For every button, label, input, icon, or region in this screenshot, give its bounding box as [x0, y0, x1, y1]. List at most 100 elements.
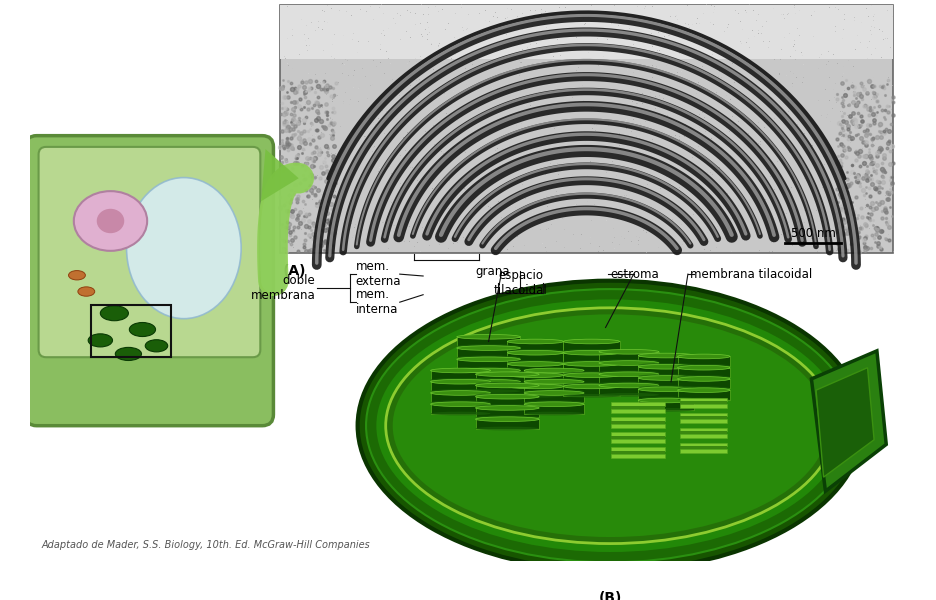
Bar — [431, 393, 490, 403]
Ellipse shape — [637, 408, 694, 412]
Bar — [680, 446, 726, 449]
Ellipse shape — [431, 368, 490, 373]
Bar — [457, 337, 519, 346]
Bar — [610, 417, 665, 421]
Bar — [610, 409, 665, 413]
Bar — [280, 5, 892, 59]
Ellipse shape — [523, 389, 583, 393]
Ellipse shape — [677, 398, 729, 401]
Text: doble
membrana: doble membrana — [251, 274, 315, 302]
Ellipse shape — [563, 362, 619, 366]
Bar — [563, 364, 619, 373]
Ellipse shape — [637, 387, 694, 392]
Bar — [610, 424, 665, 428]
Bar — [457, 382, 519, 391]
Ellipse shape — [523, 379, 583, 384]
Bar — [677, 356, 729, 366]
Ellipse shape — [677, 388, 729, 392]
Bar — [598, 385, 658, 395]
Bar — [610, 403, 665, 406]
Ellipse shape — [475, 427, 538, 430]
Ellipse shape — [475, 404, 538, 408]
Ellipse shape — [598, 361, 658, 365]
Ellipse shape — [457, 379, 519, 384]
Bar — [506, 341, 563, 351]
Ellipse shape — [475, 393, 538, 397]
Ellipse shape — [598, 383, 658, 388]
Ellipse shape — [457, 356, 519, 359]
Bar — [475, 397, 538, 406]
Bar — [523, 382, 583, 391]
Bar — [598, 352, 658, 361]
Bar — [563, 353, 619, 362]
Bar — [637, 367, 694, 376]
Ellipse shape — [475, 415, 538, 419]
Bar — [506, 364, 563, 373]
Bar — [280, 5, 892, 253]
Ellipse shape — [677, 386, 729, 390]
Ellipse shape — [431, 389, 490, 393]
Polygon shape — [261, 149, 299, 201]
Bar — [610, 406, 665, 409]
Bar — [680, 401, 726, 404]
Ellipse shape — [523, 391, 583, 395]
Ellipse shape — [637, 353, 694, 358]
Ellipse shape — [366, 289, 854, 562]
Ellipse shape — [506, 339, 563, 344]
Bar — [431, 382, 490, 391]
Ellipse shape — [523, 378, 583, 382]
Ellipse shape — [115, 347, 141, 361]
Ellipse shape — [386, 308, 834, 544]
Ellipse shape — [637, 398, 694, 403]
Ellipse shape — [563, 371, 619, 375]
Ellipse shape — [506, 350, 563, 355]
Ellipse shape — [637, 363, 694, 367]
Ellipse shape — [475, 394, 538, 399]
Bar — [523, 370, 583, 380]
Ellipse shape — [145, 340, 168, 352]
Ellipse shape — [637, 364, 694, 369]
Ellipse shape — [506, 360, 563, 364]
Ellipse shape — [74, 191, 147, 251]
Text: (A): (A) — [283, 264, 306, 278]
Bar — [637, 378, 694, 388]
Bar — [680, 428, 726, 431]
Ellipse shape — [457, 357, 519, 362]
Ellipse shape — [563, 349, 619, 353]
Bar — [506, 386, 563, 396]
Ellipse shape — [677, 354, 729, 359]
Ellipse shape — [431, 378, 490, 382]
Bar — [610, 454, 665, 458]
Bar — [475, 408, 538, 417]
Ellipse shape — [563, 350, 619, 355]
Text: membrana tilacoidal: membrana tilacoidal — [689, 268, 812, 281]
Bar — [610, 447, 665, 451]
Ellipse shape — [506, 384, 563, 389]
Ellipse shape — [457, 389, 519, 393]
Bar — [680, 413, 726, 416]
Ellipse shape — [457, 367, 519, 370]
FancyBboxPatch shape — [38, 147, 260, 357]
Bar — [431, 404, 490, 413]
Bar — [563, 386, 619, 396]
Ellipse shape — [563, 373, 619, 377]
Bar — [506, 375, 563, 385]
Bar — [523, 393, 583, 403]
Bar — [610, 439, 665, 443]
Ellipse shape — [376, 299, 843, 552]
Bar — [91, 305, 170, 356]
Text: grana: grana — [475, 265, 509, 278]
Ellipse shape — [598, 372, 658, 377]
Ellipse shape — [506, 371, 563, 375]
Bar — [431, 370, 490, 380]
Bar — [637, 389, 694, 398]
Bar — [637, 356, 694, 365]
Ellipse shape — [431, 412, 490, 415]
Bar — [598, 363, 658, 373]
Ellipse shape — [78, 287, 95, 296]
Ellipse shape — [96, 209, 124, 233]
Bar — [523, 404, 583, 413]
Bar — [680, 443, 726, 446]
Text: estroma: estroma — [609, 268, 658, 281]
Ellipse shape — [457, 346, 519, 350]
